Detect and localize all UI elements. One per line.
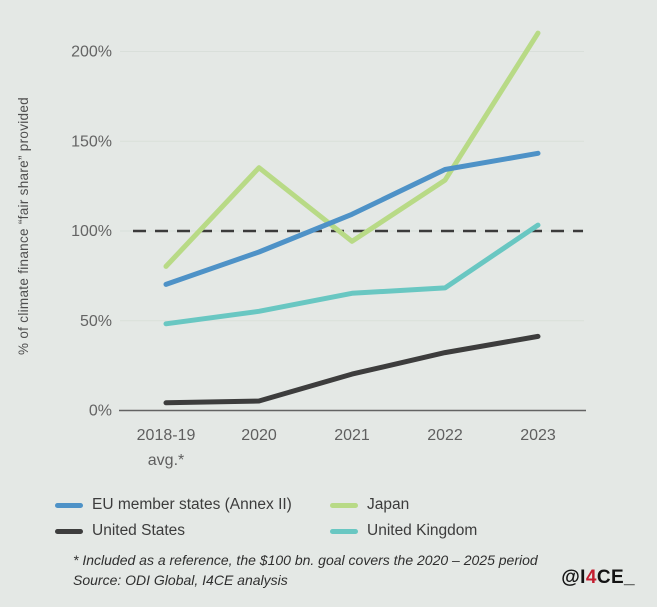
legend-label-eu-member-states-annex-ii: EU member states (Annex II) bbox=[92, 496, 292, 513]
legend-label-united-states: United States bbox=[92, 522, 186, 539]
handle-suffix: CE_ bbox=[596, 567, 635, 588]
x-tick-label-2022: 2022 bbox=[427, 427, 463, 444]
footnote: * Included as a reference, the $100 bn. … bbox=[73, 551, 538, 590]
legend-label-japan: Japan bbox=[367, 496, 410, 513]
series-line-united-states bbox=[163, 333, 541, 406]
legend-item-united-states: United States bbox=[55, 522, 330, 540]
x-tick-label-2021: 2021 bbox=[334, 427, 370, 444]
legend-item-japan: Japan bbox=[330, 496, 477, 514]
footnote-reference-note: * Included as a reference, the $100 bn. … bbox=[73, 552, 538, 568]
legend-swatch-japan bbox=[330, 502, 358, 508]
i4ce-social-handle: @I4CE_ bbox=[561, 567, 635, 589]
legend-swatch-united-states bbox=[55, 528, 83, 534]
legend-swatch-united-kingdom bbox=[330, 528, 358, 534]
x-tick-label-2023: 2023 bbox=[520, 427, 556, 444]
legend-item-eu-member-states-annex-ii: EU member states (Annex II) bbox=[55, 496, 330, 514]
x-tick-label-2020: 2020 bbox=[241, 427, 277, 444]
legend: EU member states (Annex II) Japan United S… bbox=[55, 496, 477, 540]
line-chart: % of climate finance “fair share” provid… bbox=[16, 30, 586, 469]
x-tick-label-2018-19-avg: 2018-19 bbox=[137, 427, 196, 444]
series-line-united-kingdom bbox=[163, 222, 541, 327]
handle-prefix: @I bbox=[561, 567, 586, 588]
y-tick-label-50: 50% bbox=[80, 313, 112, 330]
y-tick-label-150: 150% bbox=[71, 133, 112, 150]
series-line-eu-member-states-annex-ii bbox=[163, 150, 541, 287]
series-line-japan bbox=[163, 30, 541, 269]
x-tick-label-2018-19-avg: avg.* bbox=[148, 452, 184, 469]
y-tick-label-200: 200% bbox=[71, 44, 112, 61]
y-tick-label-0: 0% bbox=[89, 403, 112, 420]
handle-highlight: 4 bbox=[585, 567, 597, 588]
y-tick-label-100: 100% bbox=[71, 223, 112, 240]
legend-label-united-kingdom: United Kingdom bbox=[367, 522, 478, 539]
y-axis-title: % of climate finance “fair share” provid… bbox=[16, 97, 31, 355]
legend-swatch-eu-member-states-annex-ii bbox=[55, 502, 83, 508]
footnote-source: Source: ODI Global, I4CE analysis bbox=[73, 571, 288, 588]
legend-item-united-kingdom: United Kingdom bbox=[330, 522, 477, 540]
